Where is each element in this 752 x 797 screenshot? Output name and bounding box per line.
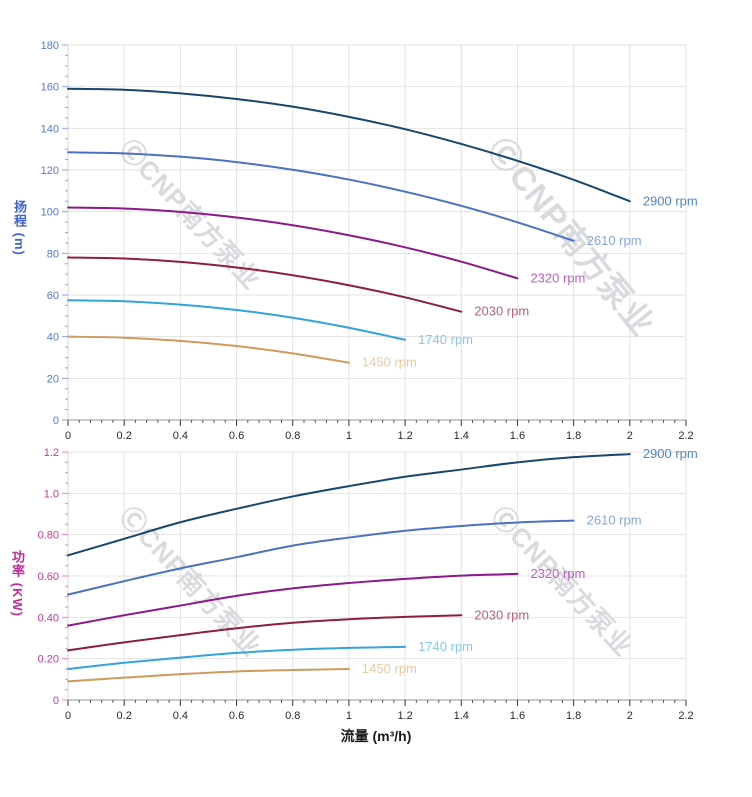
y-tick-label: 0	[53, 415, 59, 427]
curve-end-label-2610-rpm-head-curves: 2610 rpm	[587, 233, 642, 248]
head-axis-title: 扬程 (m)	[12, 200, 27, 256]
x-tick-label: 0.8	[285, 710, 300, 722]
curve-2030-rpm-power-curves	[67, 614, 463, 652]
y-tick-label: 0	[53, 695, 59, 707]
y-tick-label: 1.0	[44, 488, 59, 500]
curve-1450-rpm-head-curves	[67, 335, 350, 364]
x-tick-label: 0.2	[117, 430, 132, 442]
curve-end-label-1740-rpm-power-curves: 1740 rpm	[418, 639, 473, 654]
curve-end-label-2320-rpm-power-curves: 2320 rpm	[530, 566, 585, 581]
curve-end-label-2900-rpm-power-curves: 2900 rpm	[643, 446, 698, 461]
y-tick-label: 20	[47, 373, 59, 385]
x-tick-label: 0.4	[173, 430, 188, 442]
x-tick-label: 1.6	[510, 710, 525, 722]
x-tick-label: 1.4	[454, 710, 469, 722]
x-tick-label: 1.4	[454, 430, 469, 442]
curve-end-label-2030-rpm-head-curves: 2030 rpm	[474, 304, 529, 319]
cnp-watermark: ⒸCNP南方泵业	[114, 501, 268, 663]
x-tick-label: 0.6	[229, 710, 244, 722]
curve-end-label-1450-rpm-power-curves: 1450 rpm	[362, 661, 417, 676]
x-tick-label: 0	[65, 430, 71, 442]
x-tick-label: 0.8	[285, 430, 300, 442]
curve-end-label-1450-rpm-head-curves: 1450 rpm	[362, 355, 417, 370]
curve-1740-rpm-power-curves	[67, 645, 407, 670]
curve-end-label-2030-rpm-power-curves: 2030 rpm	[474, 607, 529, 622]
x-tick-label: 2.2	[678, 430, 693, 442]
y-tick-label: 0.40	[38, 612, 59, 624]
y-tick-label: 120	[41, 165, 59, 177]
curve-2610-rpm-power-curves	[67, 519, 575, 596]
curve-end-label-2900-rpm-head-curves: 2900 rpm	[643, 193, 698, 208]
curve-2030-rpm-head-curves	[67, 256, 463, 313]
x-tick-label: 1	[346, 430, 352, 442]
y-tick-label: 0.20	[38, 654, 59, 666]
x-tick-label: 0.2	[117, 710, 132, 722]
x-tick-label: 1.2	[397, 430, 412, 442]
curve-2610-rpm-head-curves	[67, 151, 575, 242]
y-tick-label: 0.60	[38, 571, 59, 583]
y-tick-label: 1.2	[44, 447, 59, 459]
x-tick-label: 1.8	[566, 430, 581, 442]
x-tick-label: 1.6	[510, 430, 525, 442]
curve-2320-rpm-power-curves	[67, 572, 519, 627]
curve-1740-rpm-head-curves	[67, 299, 407, 341]
power-axis-title: 功率 (KW)	[10, 550, 25, 617]
curve-end-label-1740-rpm-head-curves: 1740 rpm	[418, 332, 473, 347]
x-tick-label: 2	[627, 430, 633, 442]
curve-2320-rpm-head-curves	[67, 206, 519, 280]
x-tick-label: 0	[65, 710, 71, 722]
curve-1450-rpm-power-curves	[67, 668, 350, 683]
curve-2900-rpm-power-curves	[67, 453, 631, 557]
y-tick-label: 140	[41, 123, 59, 135]
y-tick-label: 80	[47, 248, 59, 260]
x-tick-label: 1.8	[566, 710, 581, 722]
y-tick-label: 160	[41, 82, 59, 94]
x-tick-label: 0.4	[173, 710, 188, 722]
y-tick-label: 0.80	[38, 530, 59, 542]
x-tick-label: 0.6	[229, 430, 244, 442]
y-tick-label: 60	[47, 290, 59, 302]
y-tick-label: 180	[41, 40, 59, 52]
curve-end-label-2610-rpm-power-curves: 2610 rpm	[587, 513, 642, 528]
x-tick-label: 2	[627, 710, 633, 722]
x-tick-label: 2.2	[678, 710, 693, 722]
flow-axis-title: 流量 (m³/h)	[340, 728, 412, 744]
y-tick-label: 100	[41, 207, 59, 219]
x-tick-label: 1.2	[397, 710, 412, 722]
x-tick-label: 1	[346, 710, 352, 722]
y-tick-label: 40	[47, 332, 59, 344]
curve-end-label-2320-rpm-head-curves: 2320 rpm	[530, 270, 585, 285]
curve-2900-rpm-head-curves	[67, 87, 631, 203]
